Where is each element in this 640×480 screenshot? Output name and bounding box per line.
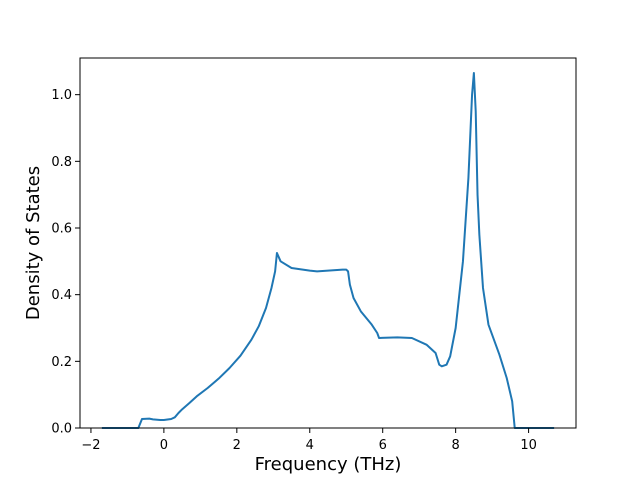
y-tick-label: 0.0 bbox=[51, 422, 72, 437]
x-tick-label: 2 bbox=[233, 438, 241, 453]
x-tick-label: 6 bbox=[379, 438, 387, 453]
y-tick-label: 0.8 bbox=[51, 155, 72, 170]
y-axis-label: Density of States bbox=[23, 166, 44, 320]
plot-frame bbox=[79, 57, 577, 429]
x-tick-label: 10 bbox=[520, 438, 537, 453]
y-tick-label: 0.2 bbox=[51, 355, 72, 370]
plot-area bbox=[80, 58, 576, 428]
x-tick-label: 8 bbox=[452, 438, 460, 453]
x-tick-label: 4 bbox=[306, 438, 314, 453]
series-line-0 bbox=[101, 72, 555, 429]
x-tick-label: 0 bbox=[160, 438, 168, 453]
y-axis-ticks: 0.0 0.2 0.4 0.6 0.8 1.0 bbox=[51, 88, 80, 437]
x-tick-label: −2 bbox=[81, 438, 100, 453]
y-tick-label: 1.0 bbox=[51, 88, 72, 103]
y-tick-label: 0.6 bbox=[51, 222, 72, 237]
y-tick-label: 0.4 bbox=[51, 288, 72, 303]
x-axis-label: Frequency (THz) bbox=[255, 454, 402, 475]
x-axis-ticks: −2 0 2 4 6 8 10 bbox=[81, 428, 537, 453]
series-layer bbox=[101, 72, 555, 429]
